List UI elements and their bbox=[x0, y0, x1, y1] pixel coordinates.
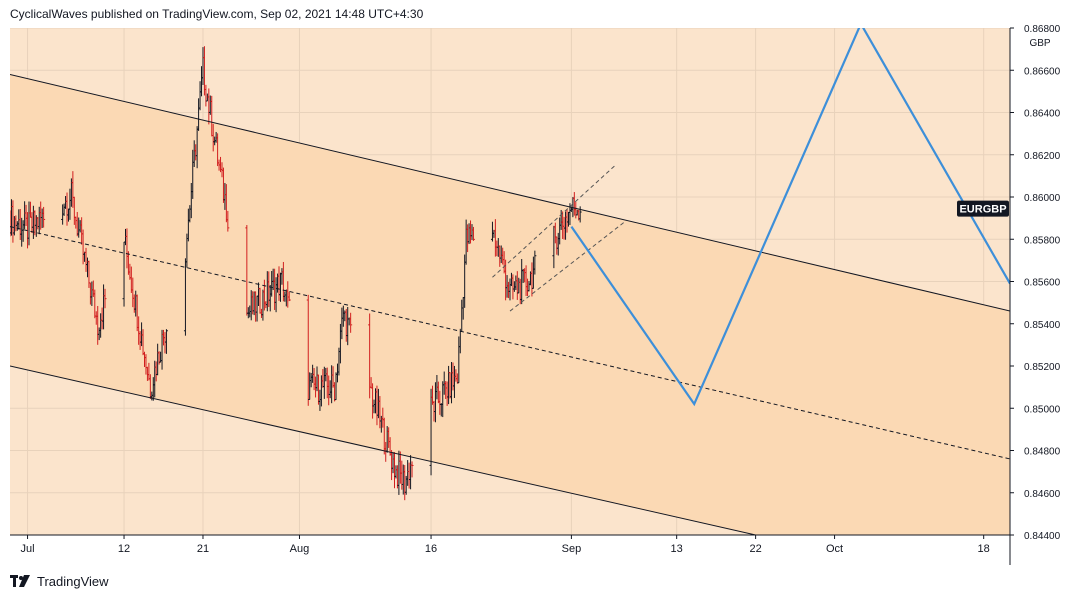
falling-channel-fill bbox=[10, 74, 1010, 535]
time-tick-label: 22 bbox=[749, 543, 761, 555]
tradingview-logo-icon bbox=[10, 575, 30, 587]
footer[interactable]: TradingView bbox=[10, 572, 109, 590]
price-tick-label: 0.86000 bbox=[1024, 193, 1061, 204]
time-tick-label: 21 bbox=[197, 543, 209, 555]
price-tick-label: 0.84600 bbox=[1024, 489, 1061, 500]
last-price-badge: EURGBP bbox=[957, 200, 1009, 217]
price-tick-label: 0.86200 bbox=[1024, 151, 1061, 162]
ohlc-bar bbox=[42, 206, 46, 228]
channel-lower-line bbox=[10, 365, 756, 535]
projection-path bbox=[570, 28, 1010, 407]
price-tick-label: 0.85200 bbox=[1024, 362, 1061, 373]
time-tick-label: Sep bbox=[562, 543, 582, 555]
time-tick-label: 16 bbox=[425, 543, 437, 555]
time-tick-label: Oct bbox=[826, 543, 843, 555]
price-tick-label: 0.84400 bbox=[1024, 531, 1061, 542]
ohlc-bar bbox=[410, 461, 414, 478]
time-tick-label: 18 bbox=[978, 543, 990, 555]
price-tick-label: 0.86600 bbox=[1024, 66, 1061, 77]
price-tick-label: 0.85600 bbox=[1024, 278, 1061, 289]
channel-upper-line bbox=[10, 73, 1010, 312]
currency-label: GBP bbox=[1029, 38, 1050, 49]
channel-median-line bbox=[10, 226, 1010, 460]
time-tick-label: 13 bbox=[671, 543, 683, 555]
price-axis[interactable]: 0.84400 0.84600 0.84800 0.85000 0.85200 0.854… bbox=[1010, 24, 1061, 542]
price-tick-label: 0.86800 bbox=[1024, 24, 1061, 35]
ohlc-bar bbox=[287, 291, 291, 302]
ohlc-bar bbox=[533, 250, 537, 275]
time-tick-label: Jul bbox=[21, 543, 35, 555]
chart-container[interactable]: 0.84400 0.84600 0.84800 0.85000 0.85200 0.854… bbox=[0, 0, 1079, 565]
price-tick-label: 0.85800 bbox=[1024, 235, 1061, 246]
last-price-symbol: EURGBP bbox=[959, 204, 1006, 216]
ohlc-bar bbox=[226, 210, 230, 232]
rising-channel-lower-line bbox=[509, 221, 625, 312]
ohlc-bar bbox=[164, 329, 168, 354]
price-tick-label: 0.85400 bbox=[1024, 320, 1061, 331]
publisher-caption: CyclicalWaves published on TradingView.c… bbox=[10, 7, 424, 21]
time-tick-label: 12 bbox=[118, 543, 130, 555]
ohlc-bar bbox=[349, 312, 353, 333]
ohlc-bar bbox=[471, 226, 475, 241]
time-axis[interactable]: Jul 12 21 Aug 16 Sep 13 22 Oct 18 bbox=[21, 535, 990, 555]
ohlc-bar bbox=[103, 288, 107, 309]
time-tick-label: Aug bbox=[290, 543, 310, 555]
brand-name: TradingView bbox=[37, 573, 109, 589]
price-tick-label: 0.86400 bbox=[1024, 109, 1061, 120]
price-tick-label: 0.85000 bbox=[1024, 404, 1061, 415]
price-tick-label: 0.84800 bbox=[1024, 447, 1061, 458]
price-chart[interactable]: 0.84400 0.84600 0.84800 0.85000 0.85200 0.854… bbox=[0, 0, 1079, 565]
